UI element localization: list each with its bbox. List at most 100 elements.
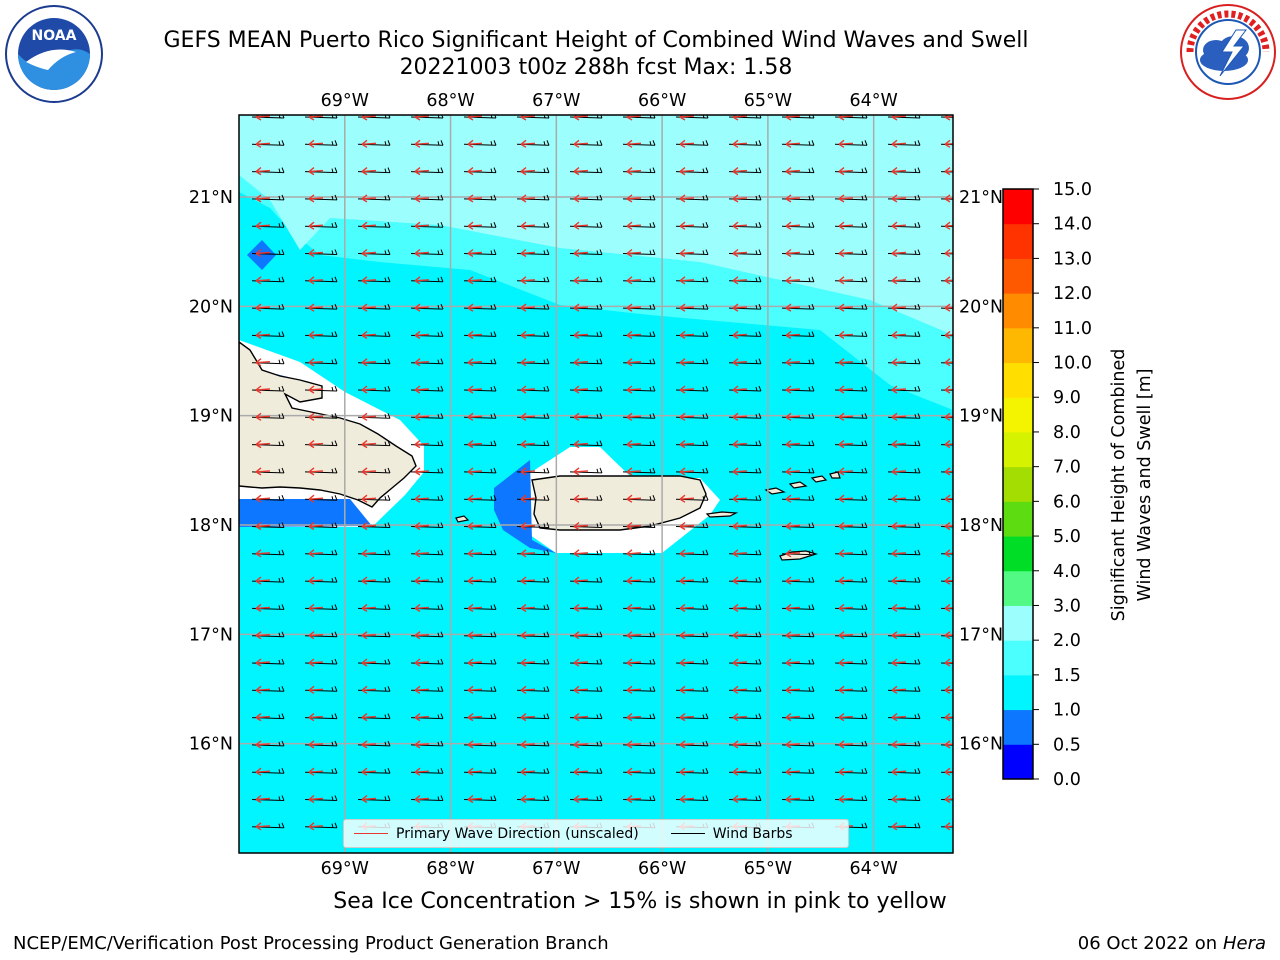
wave-direction-arrow <box>785 631 801 640</box>
wave-direction-arrow <box>361 330 377 340</box>
wave-direction-arrow <box>944 713 953 722</box>
colorbar-segment <box>1003 744 1033 780</box>
lon-label-top: 69°W <box>321 91 369 111</box>
wave-direction-arrow <box>626 330 642 340</box>
wave-direction-arrow <box>891 685 907 694</box>
wave-direction-arrow <box>891 521 907 531</box>
colorbar-segment <box>1003 570 1033 606</box>
colorbar-tick-label: 2.0 <box>1053 631 1081 651</box>
wave-direction-arrow <box>361 713 377 722</box>
wave-direction-arrow <box>732 303 748 312</box>
wave-direction-arrow <box>573 494 589 503</box>
wave-direction-arrow <box>255 276 271 285</box>
wave-direction-arrow <box>891 713 907 722</box>
wave-direction-arrow <box>891 658 907 667</box>
colorbar-tick-label: 0.5 <box>1053 735 1081 755</box>
colorbar-tick-label: 8.0 <box>1053 423 1081 443</box>
gridlines <box>239 115 953 853</box>
nws-logo <box>1180 4 1276 100</box>
wave-direction-arrow <box>891 631 907 640</box>
wave-direction-arrow <box>361 412 377 421</box>
wave-direction-arrow <box>785 167 801 176</box>
wave-direction-arrow <box>520 385 536 394</box>
wave-direction-arrow <box>838 221 854 230</box>
wave-direction-arrow <box>573 549 589 558</box>
colorbar-segment <box>1003 258 1033 294</box>
colorbar-tick-label: 0.0 <box>1053 770 1081 790</box>
wave-direction-arrow <box>467 221 483 230</box>
wave-direction-arrow <box>414 576 430 585</box>
lat-label-left: 19°N <box>189 407 233 427</box>
wave-direction-arrow <box>944 631 953 640</box>
wave-direction-arrow <box>891 276 907 285</box>
legend-swatch-wave-direction <box>354 833 388 834</box>
wave-direction-arrow <box>891 221 907 230</box>
wave-direction-arrow <box>732 276 748 285</box>
virgin-islands <box>764 471 841 495</box>
wave-direction-arrow <box>626 713 642 722</box>
lon-label-bottom: 65°W <box>744 859 792 879</box>
wave-direction-arrow <box>255 221 271 230</box>
colorbar-segment <box>1003 362 1033 398</box>
wave-direction-arrow <box>573 685 589 694</box>
lon-label-bottom: 67°W <box>532 859 580 879</box>
wave-direction-arrow <box>520 330 536 340</box>
wave-direction-arrow <box>467 330 483 340</box>
wave-direction-arrow <box>785 658 801 667</box>
wave-direction-arrow <box>573 603 589 613</box>
wave-direction-arrow <box>414 330 430 340</box>
wave-direction-arrow <box>626 794 642 804</box>
wave-direction-arrow <box>626 194 642 203</box>
colorbar-segment <box>1003 674 1033 711</box>
wave-direction-arrow <box>467 740 483 749</box>
wave-direction-arrow <box>626 767 642 776</box>
colorbar-tick-label: 14.0 <box>1053 215 1092 235</box>
wave-direction-arrow <box>308 412 324 421</box>
wave-direction-arrow <box>308 685 324 694</box>
wave-direction-arrow <box>944 467 953 476</box>
wave-direction-arrow <box>626 685 642 694</box>
wave-direction-arrow <box>732 549 748 558</box>
wave-direction-arrow <box>785 549 801 558</box>
wave-direction-arrow <box>785 603 801 613</box>
wave-direction-arrow <box>679 521 695 531</box>
wave-direction-arrow <box>255 440 271 449</box>
wave-direction-arrow <box>785 139 801 148</box>
wave-direction-arrow <box>414 494 430 503</box>
wave-direction-arrow <box>308 576 324 585</box>
wave-direction-arrow <box>573 576 589 585</box>
wave-direction-arrow <box>944 115 953 121</box>
wave-direction-arrow <box>467 194 483 203</box>
wave-direction-arrow <box>308 658 324 667</box>
wave-direction-arrow <box>308 767 324 776</box>
wave-direction-arrow <box>520 549 536 558</box>
wave-direction-arrow <box>520 658 536 667</box>
wave-direction-arrow <box>573 276 589 285</box>
colorbar-tick-label: 12.0 <box>1053 284 1092 304</box>
vector-field <box>251 115 953 831</box>
wave-direction-arrow <box>467 248 483 258</box>
wave-direction-arrow <box>573 794 589 804</box>
colorbar-tick-label: 15.0 <box>1053 180 1092 200</box>
wave-direction-arrow <box>361 603 377 613</box>
wave-direction-arrow <box>308 740 324 749</box>
lat-labels-right: 21°N 20°N 19°N 18°N 17°N 16°N <box>959 188 1003 755</box>
wave-direction-arrow <box>679 603 695 613</box>
wave-direction-arrow <box>679 276 695 285</box>
wave-direction-arrow <box>308 603 324 613</box>
wave-direction-arrow <box>414 631 430 640</box>
wave-direction-arrow <box>520 631 536 640</box>
wave-direction-arrow <box>679 167 695 176</box>
lat-label-right: 16°N <box>959 735 1003 755</box>
wave-direction-arrow <box>414 467 430 476</box>
wave-direction-arrow <box>891 303 907 312</box>
wave-direction-arrow <box>308 385 324 394</box>
wave-direction-arrow <box>891 740 907 749</box>
wave-direction-arrow <box>467 440 483 449</box>
wave-direction-arrow <box>467 631 483 640</box>
wave-direction-arrow <box>255 576 271 585</box>
wave-direction-arrow <box>308 794 324 804</box>
wave-direction-arrow <box>308 494 324 503</box>
wave-direction-arrow <box>361 167 377 176</box>
